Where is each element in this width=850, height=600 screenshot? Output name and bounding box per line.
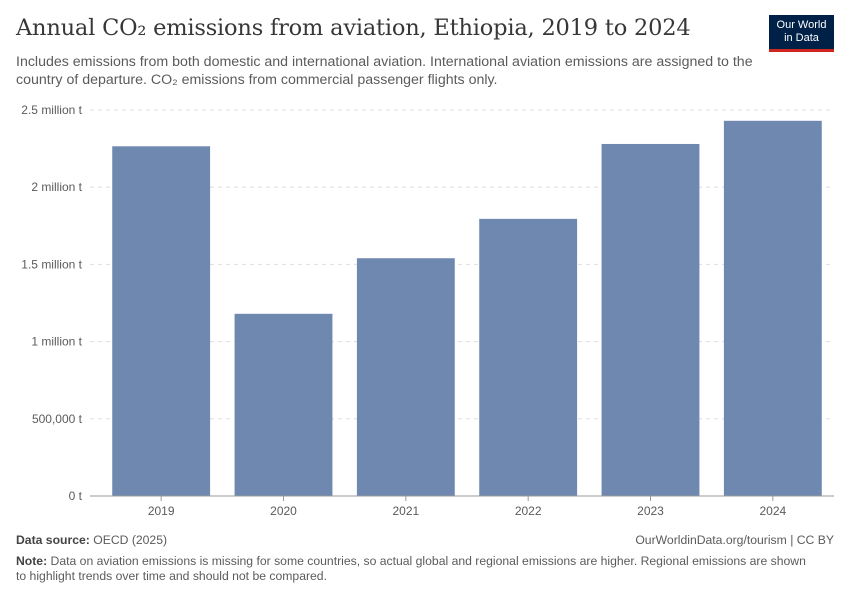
bar-2024[interactable] [723,120,822,497]
axes: 0 t 500,000 t 1 million t 1.5 million t 2 mi… [21,103,834,518]
logo-line-1: Our World [776,19,827,31]
bar-2022[interactable] [479,218,578,497]
bar-2023[interactable] [601,143,700,496]
source-label: Data source: [16,533,90,547]
bar-2020[interactable] [234,313,333,496]
note-text: Data on aviation emissions is missing fo… [16,554,806,583]
source-link[interactable]: OECD (2025) [93,533,168,547]
owid-logo[interactable]: Our World in Data [769,15,834,52]
y-tick-label: 1.5 million t [21,257,82,271]
bars [112,120,822,497]
x-tick-label: 2021 [392,504,419,518]
y-tick-label: 1 million t [31,335,82,349]
y-tick-label: 2 million t [31,180,82,194]
x-tick-label: 2024 [759,504,786,518]
chart-title: Annual CO₂ emissions from aviation, Ethi… [16,15,691,41]
bar-2019[interactable] [112,146,211,496]
y-tick-label: 2.5 million t [21,103,82,117]
data-source: Data source: OECD (2025) [16,533,167,547]
logo-line-2: in Data [784,32,819,44]
note-label: Note: [16,554,48,568]
chart-note: Note: Data on aviation emissions is miss… [16,554,806,584]
y-tick-label: 0 t [69,489,83,503]
x-tick-label: 2019 [148,504,175,518]
grid-lines [90,109,834,420]
x-tick-label: 2023 [637,504,664,518]
bar-2021[interactable] [356,258,455,496]
x-tick-label: 2020 [270,504,297,518]
chart-subtitle: Includes emissions from both domestic an… [16,54,753,88]
x-tick-label: 2022 [515,504,542,518]
y-tick-label: 500,000 t [32,412,83,426]
credit-link[interactable]: OurWorldinData.org/tourism | CC BY [635,533,834,547]
